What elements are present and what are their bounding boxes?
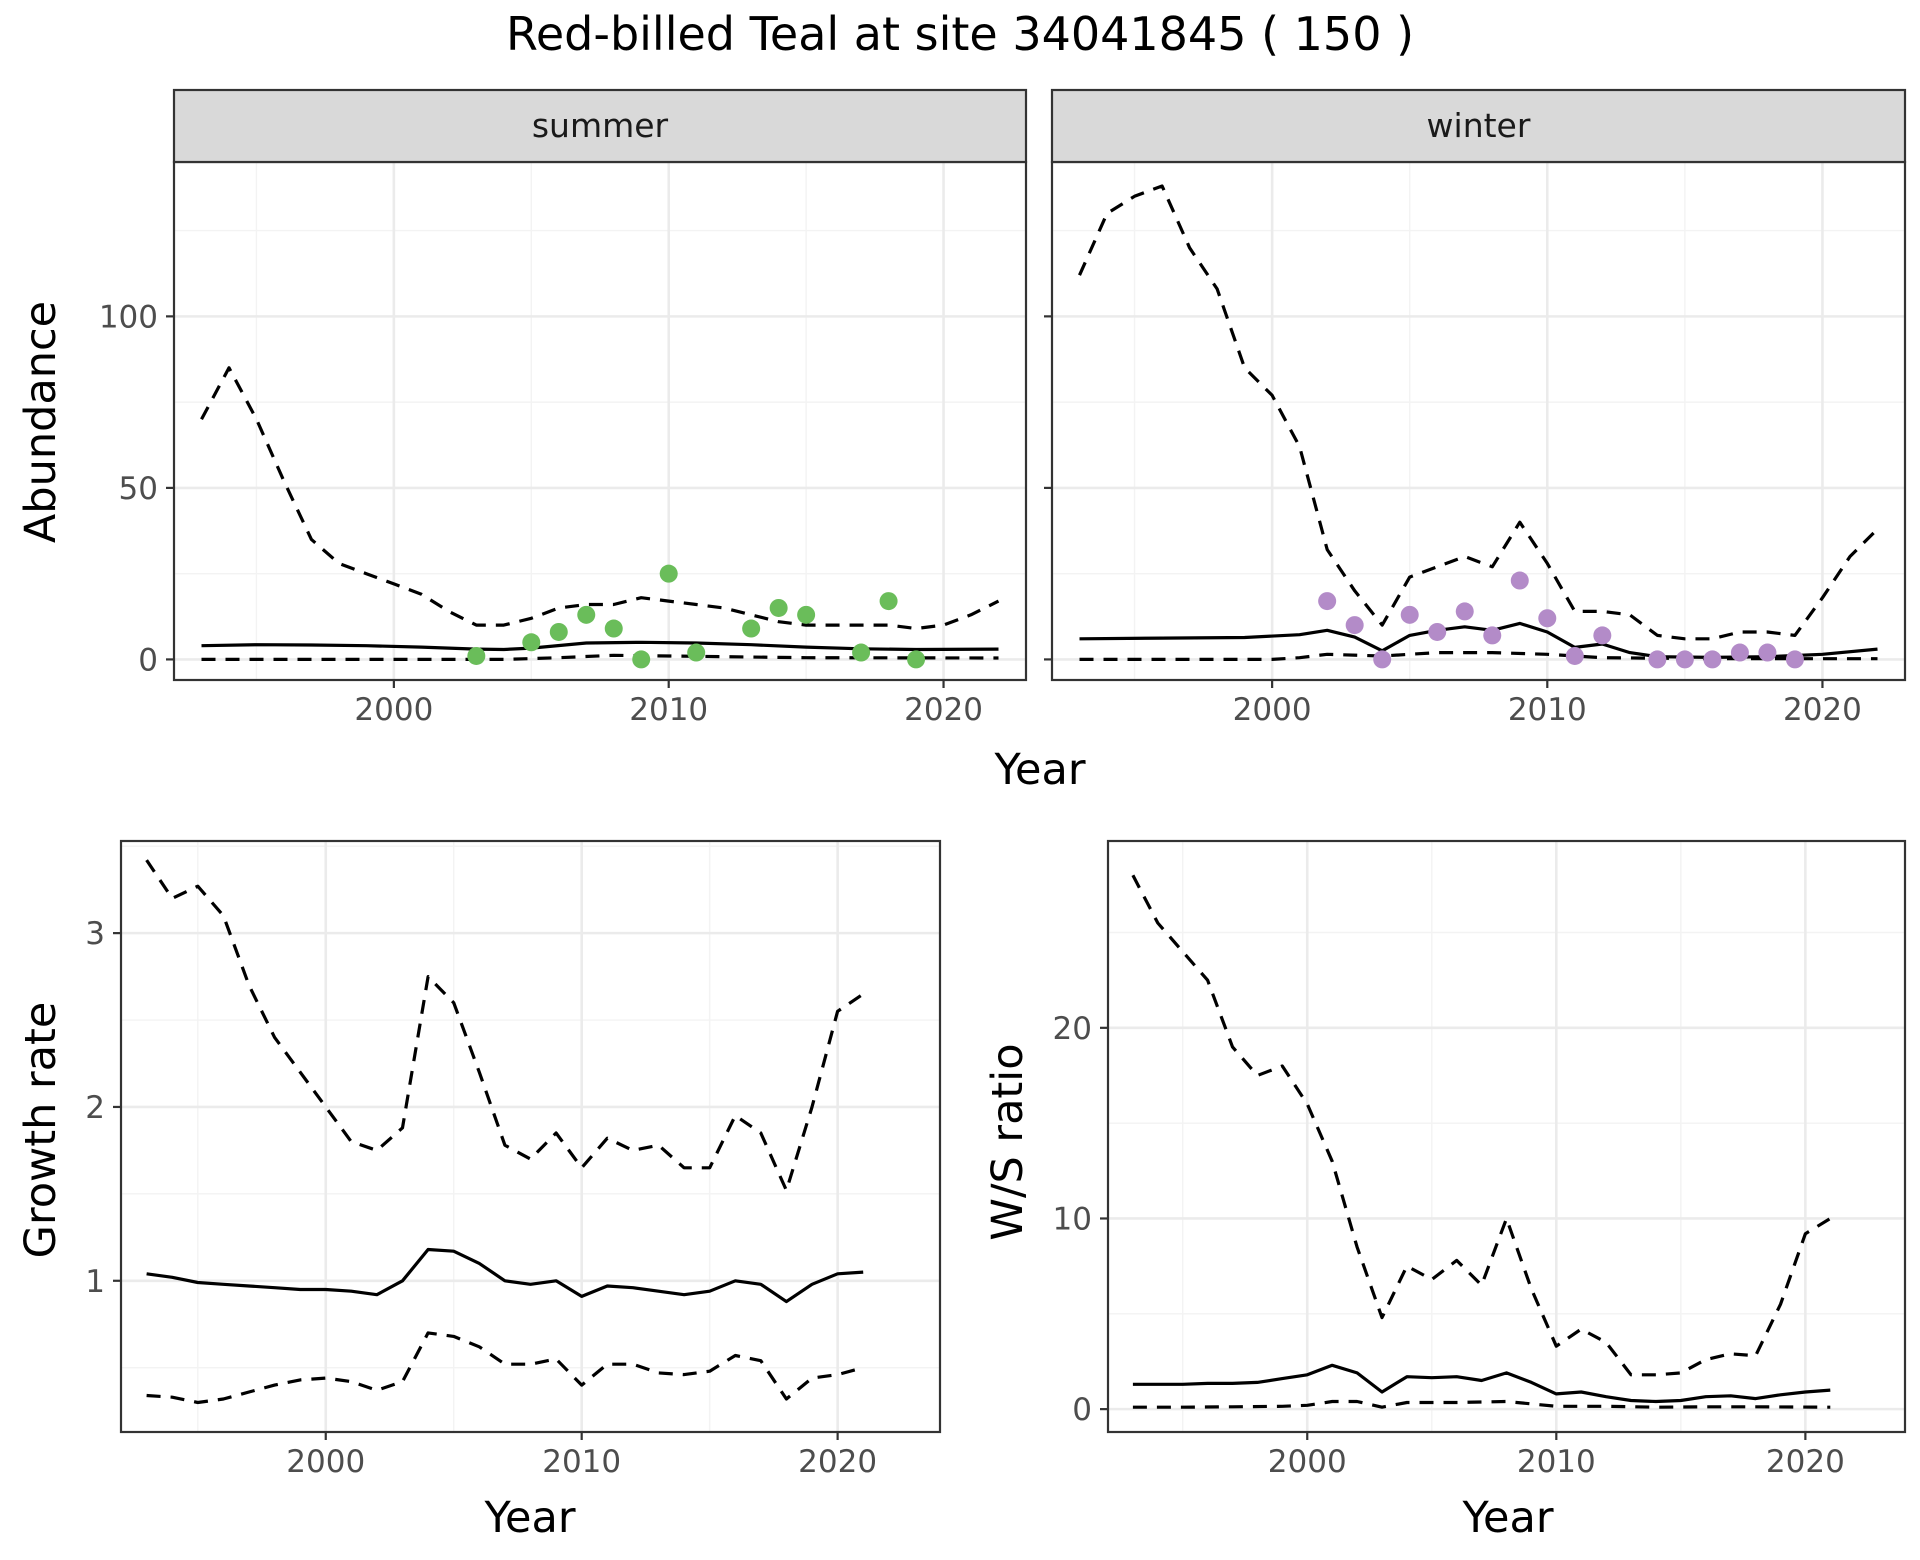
data-point [769,598,788,617]
x-tick-label: 2010 [1517,1444,1596,1480]
series-line-lower [1132,1399,1831,1409]
data-point [1345,616,1364,635]
data-point [1675,650,1694,669]
data-point [1538,609,1557,628]
data-point [1400,605,1419,624]
data-point [852,643,871,662]
data-point [467,646,486,665]
y-axis-title-growth: Growth rate [16,1002,66,1259]
series-line-upper [200,366,1000,631]
x-axis-title-growth: Year [483,1493,575,1543]
x-tick-label: 2010 [542,1444,621,1480]
panel-border [119,839,942,1434]
data-point [907,650,926,669]
panel-background [1052,162,1905,680]
data-point [577,605,596,624]
y-tick-label: 100 [99,299,158,335]
series-line-lower [201,653,999,661]
series-line-upper [1078,184,1879,641]
series-line-lower [1079,651,1878,661]
facet-strip [1050,88,1907,164]
x-tick-label: 2000 [354,692,433,728]
x-tick-label: 2000 [286,1444,365,1480]
x-axis-title-ws: Year [1461,1493,1553,1543]
series-line-upper [145,859,865,1192]
data-point [1510,571,1529,590]
data-point [1483,626,1502,645]
y-tick-label: 10 [1053,1201,1092,1237]
data-point [797,605,816,624]
panel-background [174,162,1026,680]
data-point [742,619,761,638]
data-point [522,633,541,652]
panel-border [1106,839,1907,1434]
series-line-estimate [1132,1363,1831,1404]
series-line-lower [146,1331,864,1405]
series-line-estimate [146,1247,864,1304]
y-tick-label: 2 [85,1090,105,1126]
panel-growth-rate: 2000 2010 2020 1 2 3 [85,839,942,1480]
chart-title: Red-billed Teal at site 34041845 ( 150 ) [506,7,1414,61]
series-line-estimate [201,640,999,652]
data-point [1648,650,1667,669]
data-point [879,592,898,611]
data-point [1373,650,1392,669]
data-point [604,619,623,638]
facet-label: summer [532,106,669,145]
x-tick-label: 2010 [1508,692,1587,728]
gridlines [1052,162,1905,680]
x-tick-label: 2020 [904,692,983,728]
facet-label: winter [1427,106,1531,145]
gridlines [121,841,940,1432]
x-tick-label: 2000 [1233,692,1312,728]
x-tick-label: 2010 [629,692,708,728]
panel-background [1108,841,1905,1432]
y-tick-label: 0 [1072,1392,1092,1428]
panel-abundance-winter: winter 2000 2010 2020 [1044,88,1907,728]
x-axis-title-abundance: Year [993,745,1085,795]
series-line-upper [1131,874,1832,1377]
data-point [1565,646,1584,665]
y-tick-label: 50 [119,471,158,507]
data-point [1455,602,1474,621]
data-point [1703,650,1722,669]
x-tick-label: 2020 [1783,692,1862,728]
data-point [549,622,568,641]
data-point [659,564,678,583]
data-point [1785,650,1804,669]
y-tick-label: 20 [1053,1011,1092,1047]
y-tick-label: 1 [85,1264,105,1300]
data-point [1318,592,1337,611]
gridlines [1108,841,1905,1432]
x-tick-label: 2000 [1268,1444,1347,1480]
y-tick-label: 3 [85,916,105,952]
panel-ws-ratio: 2000 2010 2020 0 10 20 [1053,839,1907,1480]
facet-strip [172,88,1028,164]
panel-abundance-summer: summer 2000 2010 2020 0 50 100 [99,88,1028,728]
y-axis-title-abundance: Abundance [16,301,66,543]
y-axis-title-ws: W/S ratio [983,1043,1033,1240]
y-tick-label: 0 [138,642,158,678]
data-point [1593,626,1612,645]
x-tick-label: 2020 [1766,1444,1845,1480]
data-point [632,650,651,669]
data-point [687,643,706,662]
panel-background [121,841,940,1432]
x-tick-label: 2020 [798,1444,877,1480]
data-point [1730,643,1749,662]
data-point [1758,643,1777,662]
data-point [1428,622,1447,641]
